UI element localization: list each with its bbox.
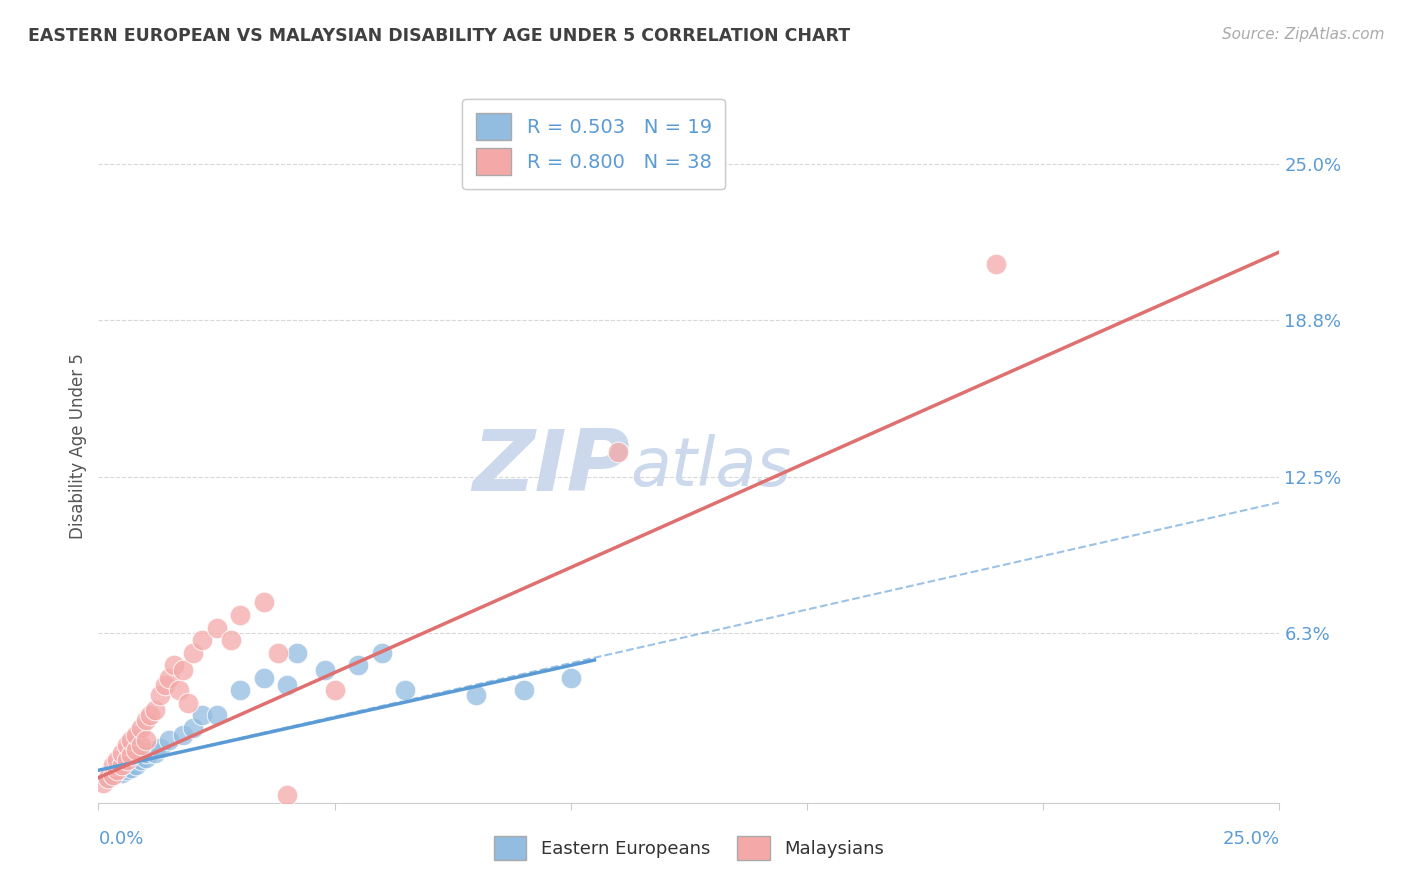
Point [97,771,120,785]
Point [984,257,1007,271]
Point [125,758,148,772]
Point [394,683,416,698]
Legend: Eastern Europeans, Malaysians: Eastern Europeans, Malaysians [479,822,898,874]
Point [172,728,194,742]
Point [139,708,162,723]
Point [153,678,176,692]
Point [149,740,172,755]
Point [101,758,124,772]
Point [143,703,166,717]
Text: 25.0%: 25.0% [1222,830,1279,847]
Point [219,633,242,648]
Point [111,746,134,760]
Y-axis label: Disability Age Under 5: Disability Age Under 5 [69,353,87,539]
Text: Source: ZipAtlas.com: Source: ZipAtlas.com [1222,27,1385,42]
Point [253,595,276,609]
Point [285,646,308,660]
Point [157,671,180,685]
Point [129,738,152,752]
Point [191,708,214,723]
Point [167,683,190,698]
Text: EASTERN EUROPEAN VS MALAYSIAN DISABILITY AGE UNDER 5 CORRELATION CHART: EASTERN EUROPEAN VS MALAYSIAN DISABILITY… [28,27,851,45]
Point [105,764,128,778]
Point [181,646,204,660]
Point [371,646,394,660]
Point [163,658,186,673]
Point [121,761,143,775]
Point [125,743,148,757]
Point [135,733,157,747]
Point [157,733,180,747]
Point [560,671,582,685]
Point [323,683,346,698]
Point [267,646,290,660]
Point [276,678,298,692]
Point [143,746,166,760]
Point [347,658,370,673]
Point [205,621,228,635]
Point [111,765,134,780]
Point [172,663,194,677]
Point [115,764,138,778]
Point [253,671,276,685]
Point [276,789,298,803]
Point [97,771,120,785]
Point [135,713,157,727]
Point [101,768,124,782]
Point [121,748,143,763]
Text: atlas: atlas [630,434,792,500]
Point [512,683,534,698]
Point [135,746,157,760]
Point [115,753,138,767]
Point [91,776,114,790]
Text: ZIP: ZIP [472,425,630,509]
Point [181,721,204,735]
Point [129,753,152,767]
Point [205,708,228,723]
Point [101,768,124,782]
Point [229,683,252,698]
Point [129,721,152,735]
Point [229,607,252,622]
Point [105,753,128,767]
Point [121,753,143,767]
Point [191,633,214,648]
Point [115,738,138,752]
Point [607,445,630,459]
Point [105,765,128,780]
Point [125,728,148,742]
Point [121,733,143,747]
Point [314,663,336,677]
Point [149,688,172,702]
Legend: R = 0.503   N = 19, R = 0.800   N = 38: R = 0.503 N = 19, R = 0.800 N = 38 [463,99,725,189]
Text: 0.0%: 0.0% [98,830,143,847]
Point [135,750,157,764]
Point [111,758,134,772]
Point [177,696,200,710]
Point [465,688,488,702]
Point [111,758,134,772]
